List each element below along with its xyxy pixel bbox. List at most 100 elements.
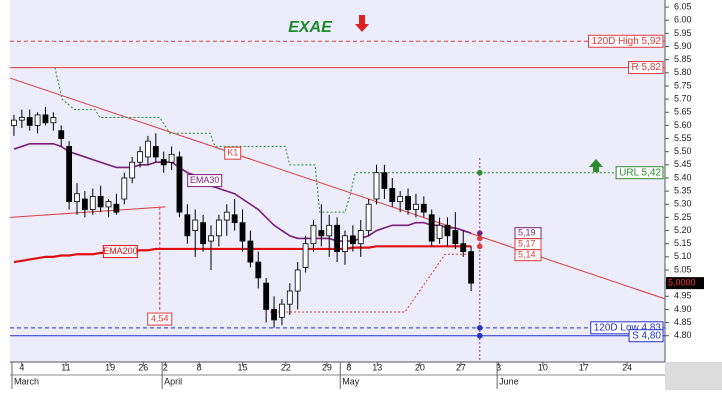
candle-body bbox=[145, 140, 151, 158]
candle-body bbox=[405, 195, 411, 210]
price-dot bbox=[476, 230, 483, 236]
x-tick-label: 2 bbox=[163, 362, 168, 372]
candle-body bbox=[215, 219, 222, 237]
indicator-box bbox=[102, 245, 138, 259]
candle-body bbox=[129, 161, 136, 179]
candle-body bbox=[271, 309, 277, 321]
candle-body bbox=[66, 146, 73, 203]
candle-body bbox=[460, 243, 467, 252]
candle-body bbox=[223, 211, 230, 221]
last-label: 5,0000 bbox=[668, 278, 696, 288]
level-box bbox=[628, 329, 664, 343]
price-label: 5,19 bbox=[518, 228, 536, 238]
price-label: 5,17 bbox=[518, 239, 536, 249]
indicator-label: EMA30 bbox=[190, 175, 220, 185]
y-tick-label: 4.80 bbox=[674, 330, 692, 340]
y-tick-label: 5.50 bbox=[674, 146, 692, 156]
candle-body bbox=[231, 214, 238, 224]
corner bbox=[665, 362, 722, 390]
y-tick-label: 5.70 bbox=[674, 93, 692, 103]
candle-body bbox=[326, 224, 333, 237]
candle-body bbox=[26, 117, 33, 126]
x-tick-label: 17 bbox=[579, 362, 589, 372]
y-tick-label: 5.25 bbox=[674, 212, 692, 222]
candle-body bbox=[239, 222, 246, 242]
candle-body bbox=[349, 235, 356, 245]
level-dot bbox=[476, 169, 483, 176]
indicator-box bbox=[187, 174, 223, 188]
candle-body bbox=[420, 203, 427, 213]
y-tick-label: 5.60 bbox=[674, 120, 692, 130]
candle-body bbox=[247, 240, 254, 263]
candle-body bbox=[365, 203, 372, 231]
y-tick-label: 5.35 bbox=[674, 185, 692, 195]
level-label: 120D High 5,92 bbox=[592, 36, 662, 47]
level-box bbox=[615, 166, 664, 180]
candle-body bbox=[176, 156, 183, 213]
x-tick-label: 20 bbox=[415, 362, 425, 372]
x-tick-label: 22 bbox=[281, 362, 291, 372]
y-tick-label: 5.05 bbox=[674, 264, 692, 274]
candle-body bbox=[89, 195, 96, 210]
candle-body bbox=[152, 146, 159, 158]
y-tick-label: 6.05 bbox=[674, 1, 692, 11]
price-dot bbox=[476, 243, 483, 250]
level-box bbox=[628, 61, 664, 75]
price-box bbox=[514, 249, 542, 262]
candle-body bbox=[192, 219, 199, 231]
candle-body bbox=[357, 230, 364, 245]
x-tick-label: 19 bbox=[105, 362, 115, 372]
y-tick-label: 5.90 bbox=[674, 41, 692, 51]
indicator-line bbox=[13, 143, 472, 242]
month-label: April bbox=[164, 376, 182, 386]
x-tick-label: 24 bbox=[622, 362, 632, 372]
candle-body bbox=[50, 117, 57, 124]
level-label: URL 5,42 bbox=[619, 167, 661, 178]
candle-body bbox=[444, 224, 451, 237]
candle-body bbox=[113, 203, 120, 213]
y-tick-label: 5.40 bbox=[674, 172, 692, 182]
x-tick-label: 8 bbox=[197, 362, 202, 372]
candle-body bbox=[397, 195, 404, 203]
candle-body bbox=[389, 188, 396, 203]
x-tick-label: 3 bbox=[496, 362, 501, 372]
y-tick-label: 5.30 bbox=[674, 199, 692, 209]
y-tick-label: 4.90 bbox=[674, 304, 692, 314]
candle-body bbox=[381, 172, 388, 189]
y-tick-label: 5.85 bbox=[674, 54, 692, 64]
candle-body bbox=[42, 114, 49, 124]
month-label: June bbox=[499, 376, 519, 386]
candle-body bbox=[263, 282, 270, 310]
down-arrow bbox=[355, 15, 369, 32]
annotation-label: 4,54 bbox=[151, 313, 169, 323]
candle-body bbox=[168, 153, 175, 163]
last-box bbox=[666, 277, 704, 290]
x-tick-label: 4 bbox=[19, 362, 24, 372]
candle-body bbox=[436, 224, 443, 239]
y-tick-label: 5.55 bbox=[674, 133, 692, 143]
y-tick-label: 5.75 bbox=[674, 80, 692, 90]
level-box bbox=[588, 34, 664, 48]
candle-body bbox=[310, 224, 317, 245]
candle-body bbox=[11, 119, 17, 126]
chart-title: EXAE bbox=[288, 19, 333, 36]
candle-body bbox=[208, 235, 214, 242]
candle-body bbox=[160, 159, 167, 166]
y-tick-label: 4.95 bbox=[674, 291, 692, 301]
candle-body bbox=[58, 130, 65, 139]
candle-body bbox=[334, 224, 341, 252]
stop-line bbox=[270, 253, 471, 313]
candle-body bbox=[255, 261, 262, 279]
y-tick-label: 5.15 bbox=[674, 238, 692, 248]
trendline bbox=[9, 206, 166, 218]
indicator-label: EMA200 bbox=[103, 246, 138, 256]
level-dot bbox=[476, 325, 483, 331]
candle-body bbox=[452, 230, 459, 245]
month-label: March bbox=[14, 376, 39, 386]
y-tick-label: 5.95 bbox=[674, 28, 692, 38]
candle-body bbox=[373, 172, 380, 200]
candle-body bbox=[318, 230, 325, 237]
level-dot bbox=[476, 332, 483, 339]
trendline bbox=[9, 77, 666, 300]
x-tick-label: 29 bbox=[322, 362, 332, 372]
